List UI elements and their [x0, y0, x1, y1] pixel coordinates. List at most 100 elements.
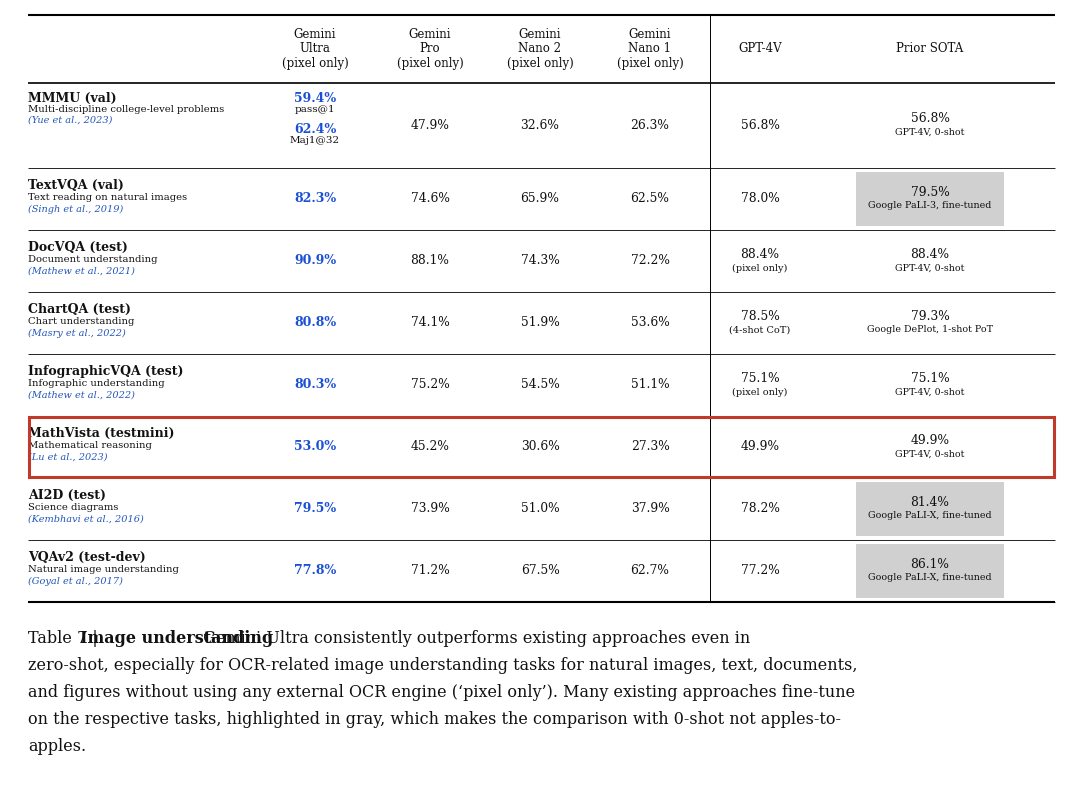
Text: 59.4%: 59.4%	[294, 92, 336, 105]
Text: GPT-4V, 0-shot: GPT-4V, 0-shot	[895, 264, 964, 272]
Text: 81.4%: 81.4%	[910, 495, 949, 509]
Text: DocVQA (test): DocVQA (test)	[28, 240, 127, 254]
Text: Infographic understanding: Infographic understanding	[28, 378, 164, 388]
Text: Document understanding: Document understanding	[28, 254, 158, 264]
Text: on the respective tasks, highlighted in gray, which makes the comparison with 0-: on the respective tasks, highlighted in …	[28, 711, 841, 728]
Text: 56.8%: 56.8%	[741, 119, 780, 132]
Text: 51.0%: 51.0%	[521, 502, 559, 516]
Bar	[856, 482, 1004, 536]
Text: 37.9%: 37.9%	[631, 502, 670, 516]
Text: 30.6%: 30.6%	[521, 440, 559, 454]
Text: 74.1%: 74.1%	[410, 316, 449, 330]
Text: MathVista (testmini): MathVista (testmini)	[28, 426, 175, 440]
Text: 75.1%: 75.1%	[741, 371, 780, 385]
Text: InfographicVQA (test): InfographicVQA (test)	[28, 364, 184, 378]
Text: TextVQA (val): TextVQA (val)	[28, 178, 124, 192]
Text: (Yue et al., 2023): (Yue et al., 2023)	[28, 116, 112, 125]
Text: and figures without using any external OCR engine (‘pixel only’). Many existing : and figures without using any external O…	[28, 684, 855, 701]
Text: GPT-4V, 0-shot: GPT-4V, 0-shot	[895, 128, 964, 137]
Text: 65.9%: 65.9%	[521, 192, 559, 206]
Text: (Mathew et al., 2022): (Mathew et al., 2022)	[28, 390, 135, 400]
Text: Google DePlot, 1-shot PoT: Google DePlot, 1-shot PoT	[867, 326, 993, 334]
Text: 56.8%: 56.8%	[910, 112, 949, 125]
Text: GPT-4V, 0-shot: GPT-4V, 0-shot	[895, 388, 964, 396]
Text: (pixel only): (pixel only)	[732, 388, 787, 396]
Text: 45.2%: 45.2%	[410, 440, 449, 454]
Text: 79.5%: 79.5%	[294, 502, 336, 516]
Text: 75.2%: 75.2%	[410, 378, 449, 392]
Text: 78.2%: 78.2%	[741, 502, 780, 516]
Text: Chart understanding: Chart understanding	[28, 316, 134, 326]
Text: 71.2%: 71.2%	[410, 564, 449, 578]
Text: (pixel only): (pixel only)	[732, 264, 787, 272]
Text: Google PaLI-X, fine-tuned: Google PaLI-X, fine-tuned	[868, 574, 991, 582]
Text: 27.3%: 27.3%	[631, 440, 670, 454]
Bar	[856, 172, 1004, 226]
Text: Image understanding: Image understanding	[80, 630, 273, 647]
Text: Natural image understanding: Natural image understanding	[28, 564, 179, 574]
Text: Table 7 |: Table 7 |	[28, 630, 103, 647]
Text: Gemini
Ultra
(pixel only): Gemini Ultra (pixel only)	[282, 27, 349, 71]
Text: 62.7%: 62.7%	[631, 564, 670, 578]
Text: VQAv2 (test-dev): VQAv2 (test-dev)	[28, 550, 146, 564]
Text: 51.1%: 51.1%	[631, 378, 670, 392]
Text: Gemini
Nano 1
(pixel only): Gemini Nano 1 (pixel only)	[617, 27, 684, 71]
Text: (Mathew et al., 2021): (Mathew et al., 2021)	[28, 266, 135, 276]
Text: 54.5%: 54.5%	[521, 378, 559, 392]
Text: 77.2%: 77.2%	[741, 564, 780, 578]
Text: Gemini
Pro
(pixel only): Gemini Pro (pixel only)	[396, 27, 463, 71]
Text: 88.1%: 88.1%	[410, 254, 449, 268]
Text: Google PaLI-3, fine-tuned: Google PaLI-3, fine-tuned	[868, 202, 991, 210]
Text: apples.: apples.	[28, 738, 86, 755]
Text: 80.8%: 80.8%	[294, 316, 336, 330]
Text: 62.4%: 62.4%	[294, 123, 336, 136]
Text: zero-shot, especially for OCR-related image understanding tasks for natural imag: zero-shot, especially for OCR-related im…	[28, 657, 858, 674]
Text: 79.3%: 79.3%	[910, 309, 949, 323]
Text: (Singh et al., 2019): (Singh et al., 2019)	[28, 204, 123, 214]
Text: MMMU (val): MMMU (val)	[28, 92, 117, 105]
Text: 74.3%: 74.3%	[521, 254, 559, 268]
Text: Science diagrams: Science diagrams	[28, 502, 119, 512]
Text: 82.3%: 82.3%	[294, 192, 336, 206]
Text: 72.2%: 72.2%	[631, 254, 670, 268]
Text: 73.9%: 73.9%	[410, 502, 449, 516]
Text: (4-shot CoT): (4-shot CoT)	[729, 326, 791, 334]
Text: 53.6%: 53.6%	[631, 316, 670, 330]
Bar	[856, 544, 1004, 598]
Text: 51.9%: 51.9%	[521, 316, 559, 330]
Text: 32.6%: 32.6%	[521, 119, 559, 132]
Text: 88.4%: 88.4%	[741, 247, 780, 261]
Text: ChartQA (test): ChartQA (test)	[28, 302, 131, 316]
Text: 26.3%: 26.3%	[631, 119, 670, 132]
Text: 77.8%: 77.8%	[294, 564, 336, 578]
Text: 62.5%: 62.5%	[631, 192, 670, 206]
Text: 49.9%: 49.9%	[741, 440, 780, 454]
Text: Google PaLI-X, fine-tuned: Google PaLI-X, fine-tuned	[868, 512, 991, 520]
Bar	[29, 417, 1054, 477]
Text: GPT-4V, 0-shot: GPT-4V, 0-shot	[895, 450, 964, 458]
Text: (Lu et al., 2023): (Lu et al., 2023)	[28, 452, 108, 462]
Text: (Masry et al., 2022): (Masry et al., 2022)	[28, 328, 125, 338]
Text: (Kembhavi et al., 2016): (Kembhavi et al., 2016)	[28, 514, 144, 524]
Text: 75.1%: 75.1%	[910, 371, 949, 385]
Text: AI2D (test): AI2D (test)	[28, 488, 106, 502]
Text: 79.5%: 79.5%	[910, 185, 949, 199]
Text: GPT-4V: GPT-4V	[739, 42, 782, 56]
Text: pass@1: pass@1	[295, 105, 335, 114]
Text: Mathematical reasoning: Mathematical reasoning	[28, 440, 152, 450]
Text: Maj1@32: Maj1@32	[289, 136, 340, 145]
Text: 80.3%: 80.3%	[294, 378, 336, 392]
Text: (Goyal et al., 2017): (Goyal et al., 2017)	[28, 576, 123, 586]
Text: 88.4%: 88.4%	[910, 247, 949, 261]
Text: 90.9%: 90.9%	[294, 254, 336, 268]
Text: 78.0%: 78.0%	[741, 192, 780, 206]
Text: Gemini Ultra consistently outperforms existing approaches even in: Gemini Ultra consistently outperforms ex…	[198, 630, 751, 647]
Text: Multi-discipline college-level problems: Multi-discipline college-level problems	[28, 105, 225, 114]
Text: 86.1%: 86.1%	[910, 557, 949, 571]
Text: 78.5%: 78.5%	[741, 309, 780, 323]
Text: 47.9%: 47.9%	[410, 119, 449, 132]
Text: Text reading on natural images: Text reading on natural images	[28, 192, 187, 202]
Text: 74.6%: 74.6%	[410, 192, 449, 206]
Text: Gemini
Nano 2
(pixel only): Gemini Nano 2 (pixel only)	[507, 27, 573, 71]
Text: Prior SOTA: Prior SOTA	[896, 42, 963, 56]
